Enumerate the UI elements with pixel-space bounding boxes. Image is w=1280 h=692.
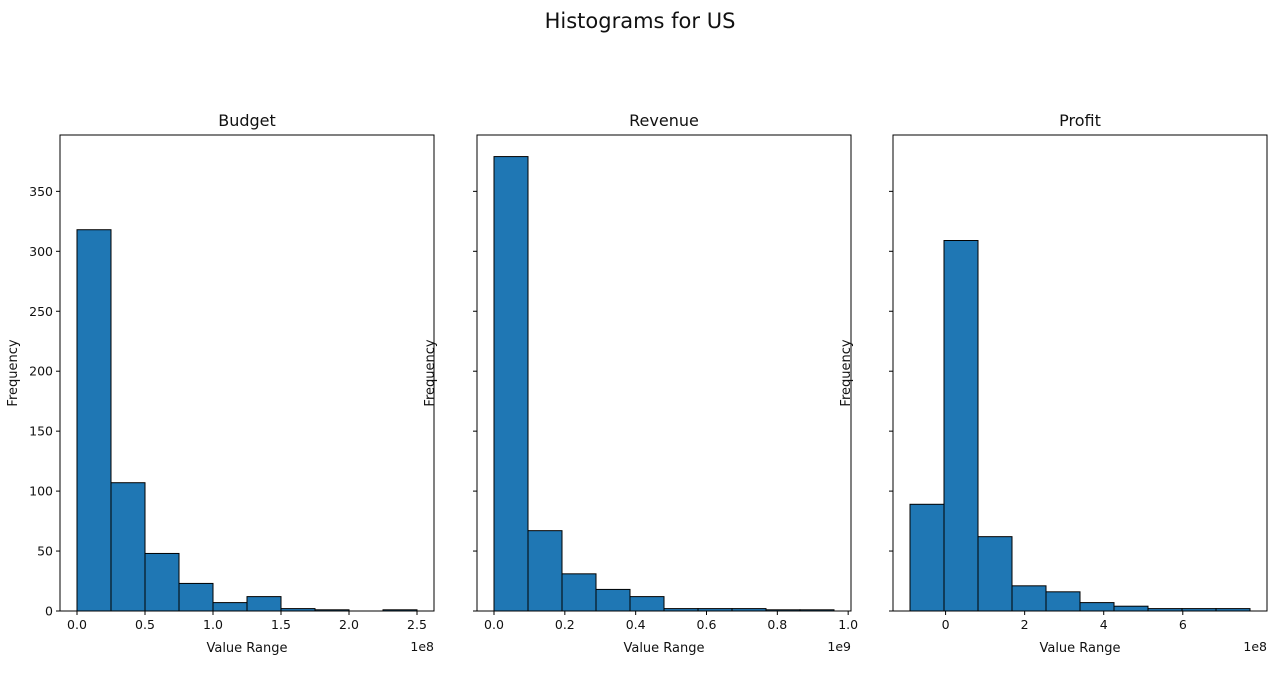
budget-y-axis-label: Frequency [6,339,21,406]
budget-bar [144,552,180,612]
revenue-axes-frame [476,134,852,612]
profit-x-offset-label: 1e8 [1243,639,1267,654]
revenue-chart-title: Revenue [629,111,699,130]
revenue-x-offset-label: 1e9 [827,639,851,654]
budget-x-offset-label: 1e8 [410,639,434,654]
budget-axes-frame [59,134,435,612]
budget-ytick-label: 100 [29,484,53,499]
profit-xtick-label: 0 [942,617,950,632]
budget-xtick-label: 2.0 [339,617,359,632]
budget-xtick-label: 1.5 [271,617,291,632]
profit-xtick-label: 6 [1179,617,1187,632]
profit-y-axis-label: Frequency [839,339,854,406]
revenue-bar [595,588,631,612]
revenue-xtick-label: 0.6 [697,617,717,632]
budget-ytick-label: 300 [29,244,53,259]
budget-bar [212,602,248,612]
budget-ytick-label: 150 [29,424,53,439]
revenue-bar [493,156,529,612]
budget-bar [178,582,214,612]
profit-xtick-label: 2 [1021,617,1029,632]
profit-x-axis-label: Value Range [1039,641,1120,656]
budget-xtick-label: 2.5 [407,617,427,632]
budget-ytick-label: 0 [45,604,53,619]
profit-bar [1045,591,1081,612]
budget-chart-title: Budget [218,111,276,130]
revenue-bar [527,530,563,612]
profit-bar [943,240,979,612]
revenue-xtick-label: 0.0 [484,617,504,632]
revenue-bar [561,573,597,612]
budget-ytick-label: 200 [29,364,53,379]
budget-ytick-label: 50 [37,544,53,559]
budget-x-axis-label: Value Range [206,641,287,656]
profit-bar [1113,605,1149,612]
revenue-xtick-label: 1.0 [838,617,858,632]
budget-bar [76,229,112,612]
budget-xtick-label: 0.0 [67,617,87,632]
profit-chart-title: Profit [1059,111,1101,130]
revenue-xtick-label: 0.8 [767,617,787,632]
profit-bar [1011,585,1047,612]
profit-bar [977,536,1013,612]
profit-axes-frame [892,134,1268,612]
profit-xtick-label: 4 [1100,617,1108,632]
profit-bar [1079,602,1115,612]
revenue-xtick-label: 0.2 [555,617,575,632]
budget-ytick-label: 250 [29,304,53,319]
budget-xtick-label: 1.0 [203,617,223,632]
revenue-bar [629,596,665,612]
budget-bar [110,482,146,612]
budget-bar [246,596,282,612]
revenue-y-axis-label: Frequency [423,339,438,406]
budget-xtick-label: 0.5 [135,617,155,632]
figure-title: Histograms for US [544,9,736,33]
budget-ytick-label: 350 [29,184,53,199]
revenue-xtick-label: 0.4 [626,617,646,632]
revenue-x-axis-label: Value Range [623,641,704,656]
profit-bar [909,503,945,612]
